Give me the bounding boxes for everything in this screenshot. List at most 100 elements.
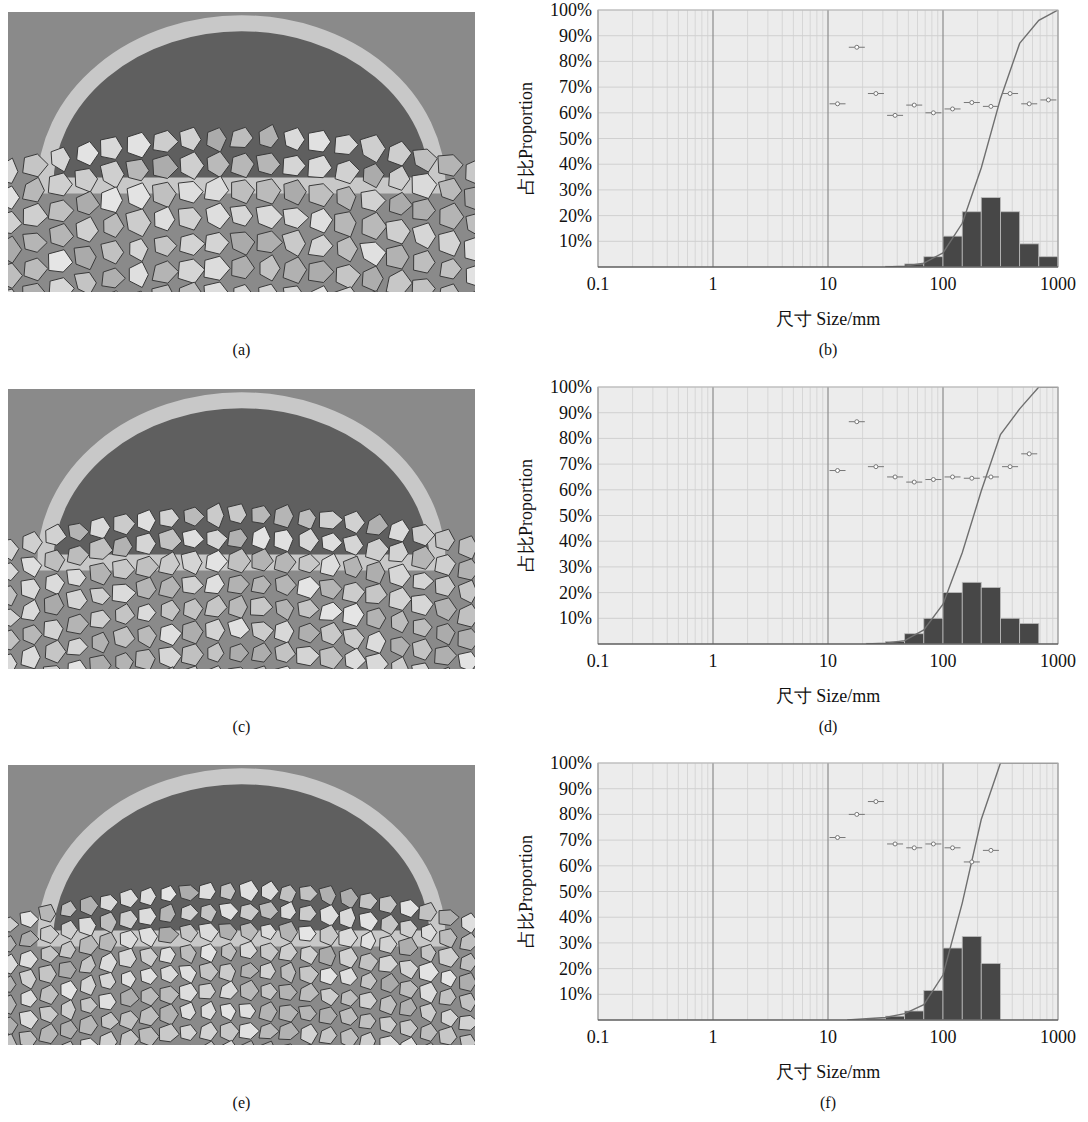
x-grid [827,763,828,1020]
rock [23,177,45,202]
photo [8,389,475,669]
rock [219,903,239,921]
rock [77,142,99,166]
rock [120,930,138,949]
rock [228,549,251,573]
rock [335,160,360,183]
plot-frame [598,387,1058,644]
rock [300,946,318,965]
rock [440,929,458,948]
y-tick-label: 80% [559,51,592,71]
rock [75,169,98,193]
rock [122,971,137,988]
rock [101,241,124,264]
point-marker [874,800,878,804]
caption: (b) [819,341,838,359]
point [849,812,865,816]
rock [68,660,87,669]
rock [412,663,432,669]
rock [412,279,435,292]
bar [943,236,962,267]
rock [41,946,59,963]
rock [274,552,296,574]
rock [81,1038,99,1045]
rock [114,514,136,535]
rock [256,153,280,175]
rock [281,962,296,983]
rock [337,187,356,211]
rock [101,187,123,213]
y-tick-label: 40% [559,154,592,174]
rock [102,268,126,288]
rock [48,200,74,222]
plot-frame [598,10,1058,267]
rock [257,179,281,204]
rock [343,535,364,556]
rock [59,941,76,958]
rock [90,588,111,605]
rock [201,1001,216,1020]
rock [458,652,475,669]
cumulative-line [866,387,1058,644]
rock [43,666,65,669]
point-marker [1027,452,1031,456]
rock [76,217,98,242]
rock [140,887,156,906]
point-marker [951,107,955,111]
rock [19,1031,37,1045]
rock [361,972,378,989]
rock [8,917,19,932]
y-tick-label: 90% [559,403,592,423]
point-marker [874,92,878,96]
bar [981,587,1000,644]
rock [341,990,359,1007]
rock [139,1006,159,1026]
photo-bg [8,765,475,1045]
rock [227,504,246,524]
rock [39,965,57,984]
caption: (c) [233,718,251,736]
photo [8,12,475,292]
rock [90,538,113,560]
rock [284,180,306,205]
point [945,107,961,111]
point-marker [989,104,993,108]
rock [207,128,227,153]
point [925,111,941,115]
x-tick-label: 10 [819,651,837,671]
y-tick-label: 60% [559,856,592,876]
rock [19,931,39,947]
rock [206,550,228,572]
point [1040,98,1056,102]
rock [8,289,21,292]
rock [180,234,205,256]
rock [127,132,151,158]
rock [259,1023,279,1039]
rock [240,980,259,1001]
caption: (f) [820,1094,836,1112]
rock [239,1023,259,1040]
rock [220,883,236,901]
rock [179,885,200,901]
rock [239,880,258,901]
plot-bg [598,10,1058,267]
rock [466,289,475,292]
rock [391,611,408,633]
rock [320,647,343,669]
rock [8,995,17,1014]
x-tick-label: 100 [930,1027,957,1047]
rock [80,896,98,916]
rock [464,236,475,262]
rock [99,993,116,1010]
rock [221,1040,239,1045]
rock [160,904,176,923]
point [868,800,884,804]
rock [337,237,358,262]
point [906,846,922,850]
rock [120,1011,139,1030]
photo-bg [8,12,475,292]
rock [279,984,298,1000]
rock [8,609,21,626]
rock [335,287,361,292]
point-marker [1008,92,1012,96]
